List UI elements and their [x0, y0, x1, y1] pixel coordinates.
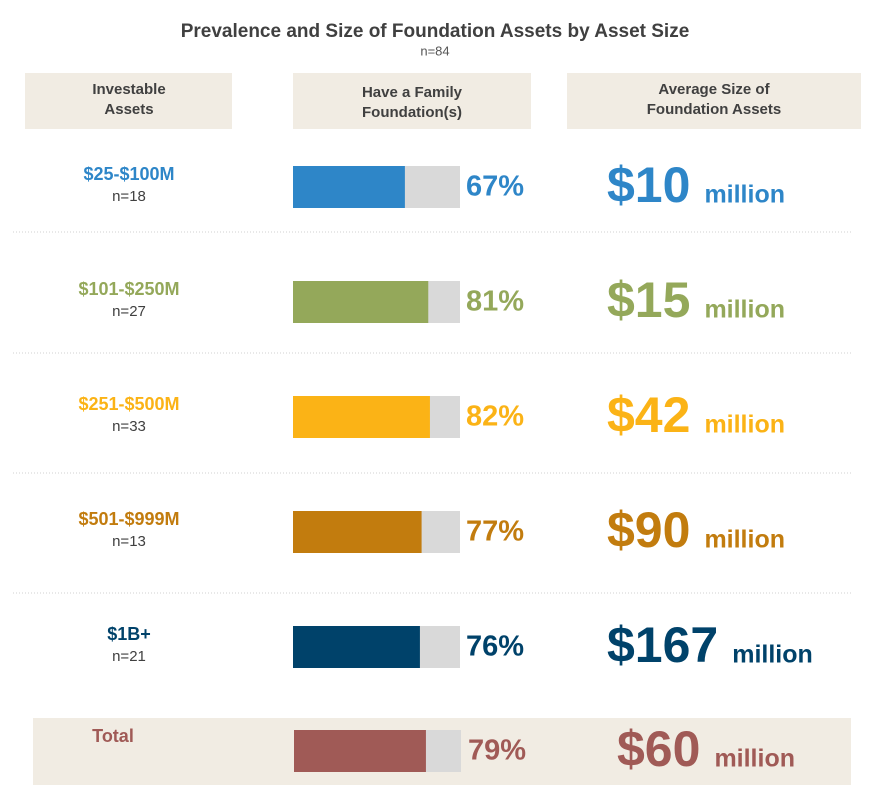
header-box: [293, 73, 531, 129]
category-label: $25-$100M: [83, 164, 174, 184]
average-unit: million: [732, 641, 813, 669]
bar: [294, 730, 426, 772]
value-label: 76%: [466, 631, 524, 663]
average-size: $10: [607, 157, 690, 213]
average-unit: million: [704, 411, 785, 439]
category-label: $1B+: [107, 624, 151, 644]
bar: [293, 511, 422, 553]
bar: [293, 281, 429, 323]
average-unit: million: [704, 526, 785, 554]
category-label: $501-$999M: [78, 509, 179, 529]
sample-size: n=18: [112, 188, 146, 205]
header-box: [25, 73, 232, 129]
column-header: Foundation(s): [362, 104, 462, 121]
average-size: $90: [607, 502, 690, 558]
average-unit: million: [704, 296, 785, 324]
value-label: 77%: [466, 516, 524, 548]
category-label: $101-$250M: [78, 279, 179, 299]
chart-title: Prevalence and Size of Foundation Assets…: [181, 21, 690, 42]
chart-subtitle: n=84: [420, 43, 449, 58]
column-header: Investable: [92, 81, 165, 98]
category-label: $251-$500M: [78, 394, 179, 414]
average-size: $60: [617, 721, 700, 777]
sample-size: n=33: [112, 418, 146, 435]
average-unit: million: [714, 745, 795, 773]
value-label: 82%: [466, 401, 524, 433]
value-label: 79%: [468, 735, 526, 767]
total-label: Total: [92, 726, 134, 746]
bar: [293, 396, 430, 438]
column-header: Have a Family: [362, 84, 463, 101]
header-box: [567, 73, 861, 129]
column-header: Foundation Assets: [647, 101, 781, 118]
bar: [293, 166, 405, 208]
sample-size: n=21: [112, 648, 146, 665]
average-size: $42: [607, 387, 690, 443]
average-size: $15: [607, 272, 690, 328]
average-size: $167: [607, 617, 718, 673]
average-unit: million: [704, 181, 785, 209]
sample-size: n=27: [112, 303, 146, 320]
column-header: Average Size of: [658, 81, 770, 98]
column-header: Assets: [104, 101, 153, 118]
bar: [293, 626, 420, 668]
sample-size: n=13: [112, 533, 146, 550]
value-label: 81%: [466, 286, 524, 318]
value-label: 67%: [466, 171, 524, 203]
